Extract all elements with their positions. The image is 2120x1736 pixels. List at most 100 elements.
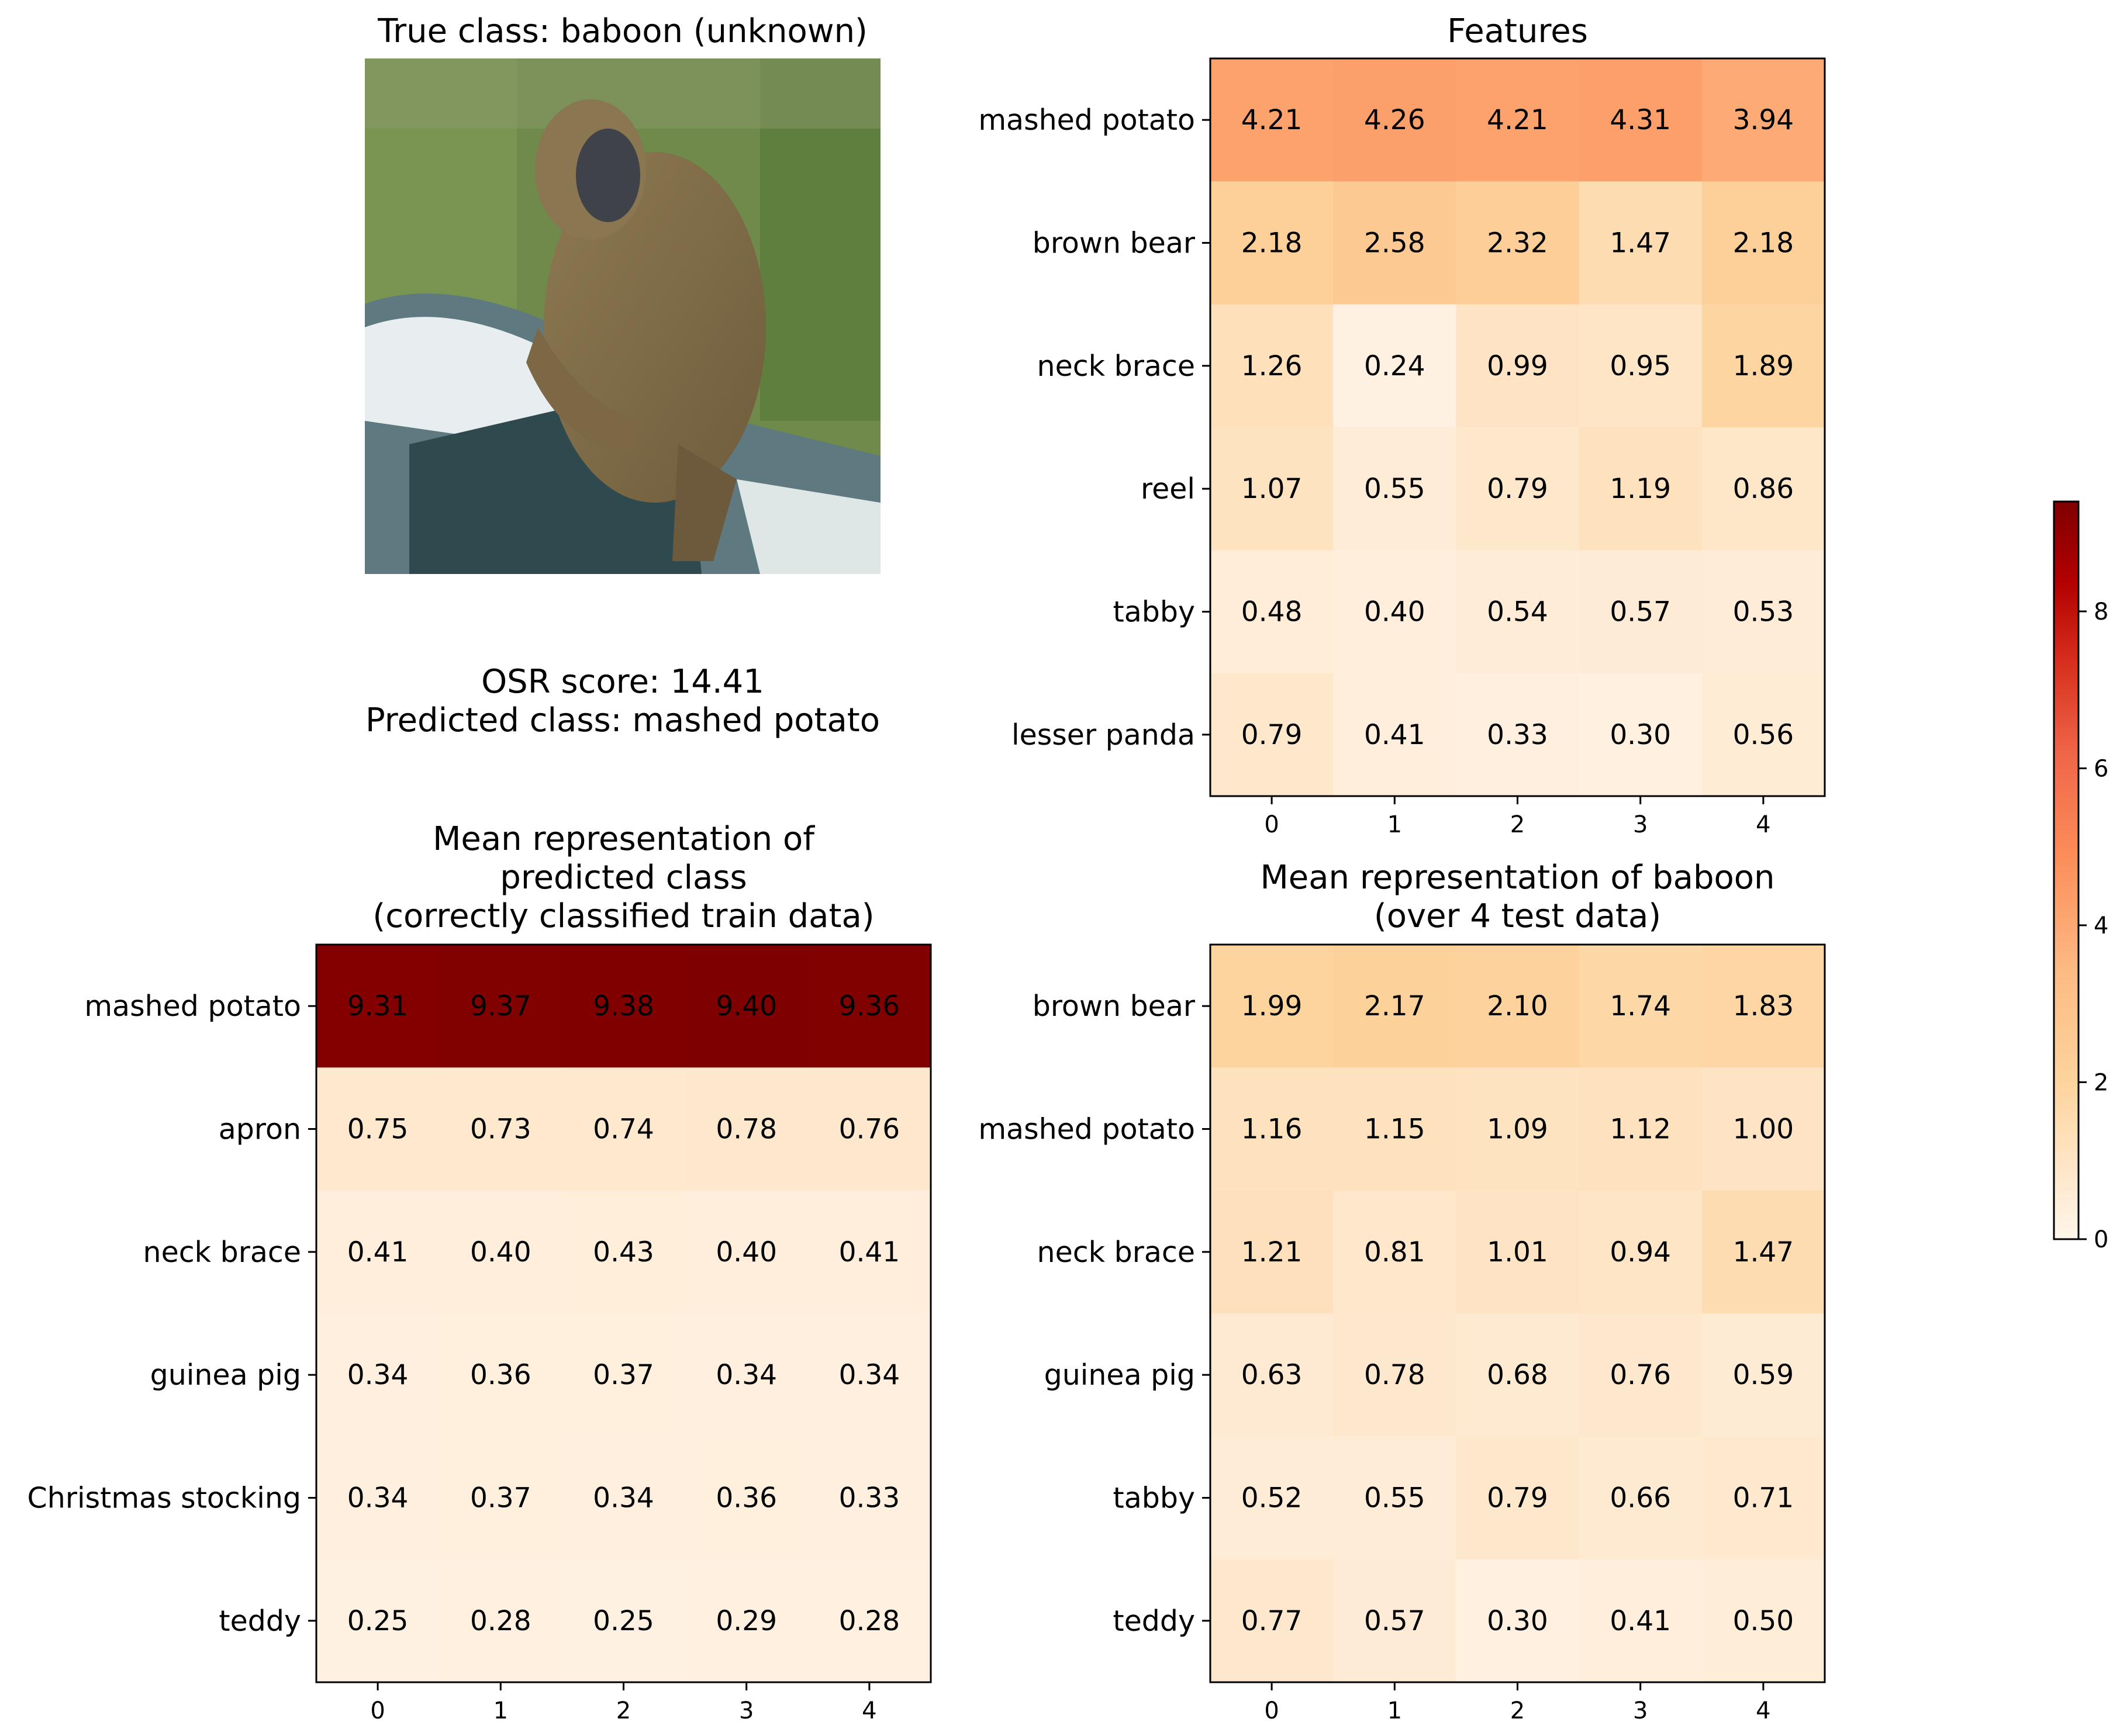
heatmap-cell xyxy=(685,1559,809,1683)
cell-value-label: 1.12 xyxy=(1610,1113,1671,1146)
cell-value-label: 0.33 xyxy=(1487,719,1548,751)
row-label: mashed potato xyxy=(978,103,1195,137)
heatmap-cell xyxy=(1456,1190,1580,1314)
cell-value-label: 0.79 xyxy=(1487,1482,1548,1514)
column-label: 0 xyxy=(370,1697,385,1724)
heatmap-cell xyxy=(1333,181,1456,305)
cell-value-label: 1.15 xyxy=(1364,1113,1425,1146)
cell-value-label: 1.83 xyxy=(1733,990,1794,1022)
cell-value-label: 0.74 xyxy=(593,1113,654,1146)
cell-value-label: 0.77 xyxy=(1241,1605,1303,1637)
heatmap-cell xyxy=(316,1436,440,1560)
cell-value-label: 0.79 xyxy=(1487,473,1548,505)
heatmap-cell xyxy=(1210,1313,1334,1437)
heatmap-cell xyxy=(1456,427,1580,551)
cell-value-label: 0.55 xyxy=(1364,473,1425,505)
cell-value-label: 0.28 xyxy=(470,1605,531,1637)
heatmap-cell xyxy=(1579,1559,1703,1683)
column-label: 4 xyxy=(1756,1697,1770,1724)
cell-value-label: 0.95 xyxy=(1610,350,1671,382)
heatmap-cell xyxy=(1333,550,1456,674)
heatmap-cell xyxy=(439,1559,562,1683)
heatmap-cell xyxy=(1579,304,1703,428)
heatmap-title: Features xyxy=(1447,12,1588,50)
colorbar: 0 2 4 6 8 xyxy=(2053,500,2108,1253)
cell-value-label: 0.41 xyxy=(347,1236,409,1268)
heatmap-cell xyxy=(1579,58,1703,182)
cell-value-label: 0.81 xyxy=(1364,1236,1425,1268)
heatmap-cell xyxy=(807,1436,931,1560)
heatmap-cell xyxy=(1456,1313,1580,1437)
cell-value-label: 0.36 xyxy=(716,1482,777,1514)
row-label: brown bear xyxy=(1033,227,1196,260)
cell-value-label: 0.25 xyxy=(593,1605,654,1637)
heatmap-cell xyxy=(1701,945,1825,1068)
heatmap-cell xyxy=(1333,1436,1456,1560)
heatmap-cell xyxy=(685,1313,809,1437)
heatmap-cell xyxy=(1333,1190,1456,1314)
heatmap-cell xyxy=(685,1067,809,1191)
row-label: neck brace xyxy=(143,1236,301,1269)
heatmap-cell xyxy=(807,1190,931,1314)
cell-value-label: 0.37 xyxy=(470,1482,531,1514)
heatmap-cell xyxy=(1456,673,1580,797)
cell-value-label: 2.32 xyxy=(1487,227,1548,260)
column-label: 1 xyxy=(1387,811,1402,838)
heatmap-cell xyxy=(1579,945,1703,1068)
heatmap-cell xyxy=(1701,673,1825,797)
cell-value-label: 0.57 xyxy=(1364,1605,1425,1637)
heatmap-cell xyxy=(1701,550,1825,674)
heatmap-cell xyxy=(1210,1436,1334,1560)
heatmap-cell xyxy=(1333,945,1456,1068)
heatmap-cell xyxy=(439,1067,562,1191)
heatmap-cell xyxy=(1701,1559,1825,1683)
cell-value-label: 9.40 xyxy=(716,990,777,1022)
cell-value-label: 1.89 xyxy=(1733,350,1794,382)
colorbar-tick-label: 8 xyxy=(2094,599,2108,625)
colorbar-tick-label: 6 xyxy=(2094,755,2108,782)
heatmap-cell xyxy=(1456,58,1580,182)
cell-value-label: 0.40 xyxy=(716,1236,777,1268)
cell-value-label: 2.18 xyxy=(1241,227,1303,260)
row-label: brown bear xyxy=(1033,990,1196,1023)
row-label: guinea pig xyxy=(150,1358,301,1392)
colorbar-tick-label: 0 xyxy=(2094,1226,2108,1253)
heatmap-cell xyxy=(1579,1313,1703,1437)
heatmap-cell xyxy=(439,1190,562,1314)
image-title: True class: baboon (unknown) xyxy=(377,12,868,50)
heatmap-title: (correctly classified train data) xyxy=(372,897,874,935)
row-label: teddy xyxy=(1113,1604,1195,1638)
heatmap-cell xyxy=(1210,58,1334,182)
heatmap-cell xyxy=(562,1313,686,1437)
heatmap-cell xyxy=(1701,181,1825,305)
cell-value-label: 1.01 xyxy=(1487,1236,1548,1268)
heatmap-cell xyxy=(1333,1559,1456,1683)
heatmap-cell xyxy=(316,945,440,1068)
cell-value-label: 9.36 xyxy=(839,990,900,1022)
heatmap-cell xyxy=(1701,1067,1825,1191)
heatmap-cell xyxy=(439,1313,562,1437)
cell-value-label: 0.53 xyxy=(1733,596,1794,628)
heatmap-cell xyxy=(1579,550,1703,674)
heatmap-cell xyxy=(1333,58,1456,182)
cell-value-label: 0.24 xyxy=(1364,350,1425,382)
osr-score: OSR score: 14.41 xyxy=(481,663,764,701)
heatmap-cell xyxy=(1701,427,1825,551)
heatmap-cell xyxy=(1701,304,1825,428)
row-label: neck brace xyxy=(1037,350,1195,383)
heatmap-cell xyxy=(685,1190,809,1314)
column-label: 3 xyxy=(1633,811,1648,838)
heatmap-cell xyxy=(1333,304,1456,428)
heatmap-cell xyxy=(1210,945,1334,1068)
cell-value-label: 9.38 xyxy=(593,990,654,1022)
cell-value-label: 9.31 xyxy=(347,990,409,1022)
cell-value-label: 9.37 xyxy=(470,990,531,1022)
cell-value-label: 3.94 xyxy=(1733,104,1794,136)
heatmap-cell xyxy=(1701,1190,1825,1314)
cell-value-label: 0.99 xyxy=(1487,350,1548,382)
heatmap-cell xyxy=(1210,427,1334,551)
row-label: tabby xyxy=(1113,1482,1195,1515)
heatmap-cell xyxy=(562,1190,686,1314)
